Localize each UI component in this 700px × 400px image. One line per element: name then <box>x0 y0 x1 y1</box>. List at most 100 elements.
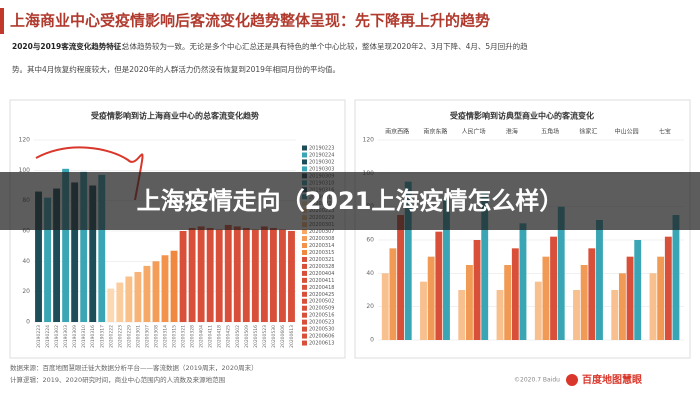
bar <box>116 282 124 322</box>
x-tick-label: 20200308 <box>153 325 159 348</box>
legend-swatch <box>302 312 307 318</box>
bar <box>664 236 672 340</box>
bar <box>89 185 97 322</box>
x-tick-label: 20200613 <box>289 325 295 348</box>
bar <box>269 227 277 322</box>
x-tick-label: 20200307 <box>144 325 150 348</box>
bar <box>242 227 250 322</box>
legend-label: 20200321 <box>309 257 334 263</box>
bar <box>107 288 115 322</box>
chart-title: 受疫情影响到访上海商业中心的总客流变化趋势 <box>91 111 259 121</box>
x-tick-label: 七宝 <box>659 128 671 136</box>
bar <box>504 265 512 340</box>
bar <box>626 256 634 340</box>
bar <box>125 276 133 322</box>
trend-arrow <box>35 146 144 201</box>
x-tick-label: 20200222 <box>108 325 114 348</box>
x-tick-label: 20200404 <box>199 325 205 348</box>
bar <box>197 226 205 322</box>
title-accent <box>0 8 4 34</box>
bar <box>573 290 580 340</box>
x-tick-label: 20190309 <box>72 325 78 348</box>
bar <box>580 265 588 340</box>
x-tick-label: 20200301 <box>135 325 141 348</box>
x-tick-label: 中山公园 <box>615 128 639 136</box>
legend-swatch <box>302 340 307 346</box>
bar <box>170 250 178 322</box>
legend-label: 20190223 <box>309 146 334 152</box>
legend-label: 20200613 <box>309 341 334 347</box>
bar <box>134 271 142 322</box>
x-tick-label: 20200530 <box>271 325 277 348</box>
bar <box>473 240 481 340</box>
x-tick-label: 20200606 <box>280 325 286 348</box>
x-tick-label: 20200315 <box>172 325 178 348</box>
x-tick-label: 徐家汇 <box>579 128 597 136</box>
legend-swatch <box>302 270 307 276</box>
bar <box>98 174 106 322</box>
x-tick-label: 20200321 <box>181 325 187 348</box>
x-tick-label: 20190317 <box>99 325 105 348</box>
x-tick-label: 20200502 <box>235 325 241 348</box>
legend-label: 20200425 <box>309 292 334 298</box>
legend-label: 20200502 <box>309 299 334 305</box>
x-tick-label: 20190302 <box>54 325 60 348</box>
brand-icon <box>566 374 578 386</box>
legend-swatch <box>302 152 307 158</box>
bar <box>188 227 196 322</box>
x-tick-label: 20190223 <box>36 325 42 348</box>
summary-label: 2020与2019客流变化趋势特征： <box>12 41 129 51</box>
bar <box>618 273 626 340</box>
legend-swatch <box>302 326 307 332</box>
footer-logic: 计算逻辑：2019、2020研究时间，商业中心范围内的人流数及来源地范围 <box>10 375 225 384</box>
bar <box>420 281 427 340</box>
legend-swatch <box>302 229 307 235</box>
bar <box>465 265 473 340</box>
bar <box>233 226 241 322</box>
bar <box>206 227 214 322</box>
x-tick-label: 20190303 <box>63 325 69 348</box>
page-title: 上海商业中心受疫情影响后客流变化趋势整体呈现：先下降再上升的趋势 <box>10 12 490 30</box>
legend-label: 20190302 <box>309 159 334 165</box>
x-tick-label: 人民广场 <box>462 128 486 136</box>
y-tick-label: 20 <box>366 303 374 310</box>
bar <box>672 215 680 340</box>
x-tick-label: 五角场 <box>541 128 559 136</box>
x-tick-label: 20200229 <box>126 325 132 348</box>
bar <box>458 290 466 340</box>
legend-label: 20200516 <box>309 313 334 319</box>
legend-swatch <box>302 243 307 249</box>
y-tick-label: 20 <box>22 288 30 295</box>
legend-label: 20200411 <box>309 278 334 284</box>
bar <box>71 182 79 322</box>
legend-label: 20200328 <box>309 264 334 270</box>
bar <box>251 229 259 322</box>
x-tick-label: 南京东路 <box>423 128 447 136</box>
legend-swatch <box>302 159 307 165</box>
legend-swatch <box>302 256 307 262</box>
bar <box>397 215 405 340</box>
x-tick-label: 淮海 <box>506 128 518 136</box>
legend-label: 20200307 <box>309 229 334 235</box>
bar <box>44 197 51 322</box>
bar <box>557 206 565 340</box>
legend-label: 20200509 <box>309 306 334 312</box>
x-tick-label: 20200418 <box>217 325 223 348</box>
bar <box>443 198 450 340</box>
x-tick-label: 20190224 <box>45 325 51 348</box>
footer-brand: 百度地图慧眼 <box>582 373 642 386</box>
legend-swatch <box>302 298 307 304</box>
y-tick-label: 120 <box>363 137 375 144</box>
legend-swatch <box>302 333 307 339</box>
x-tick-label: 20200328 <box>190 325 196 348</box>
y-tick-label: 0 <box>370 337 374 344</box>
bar <box>35 191 42 322</box>
bar <box>215 229 223 322</box>
legend-swatch <box>302 277 307 283</box>
legend-label: 20200530 <box>309 327 334 333</box>
x-tick-label: 20200516 <box>253 325 259 348</box>
legend-label: 20200314 <box>309 243 334 249</box>
bar <box>143 265 151 322</box>
legend-label: 20190303 <box>309 166 334 172</box>
